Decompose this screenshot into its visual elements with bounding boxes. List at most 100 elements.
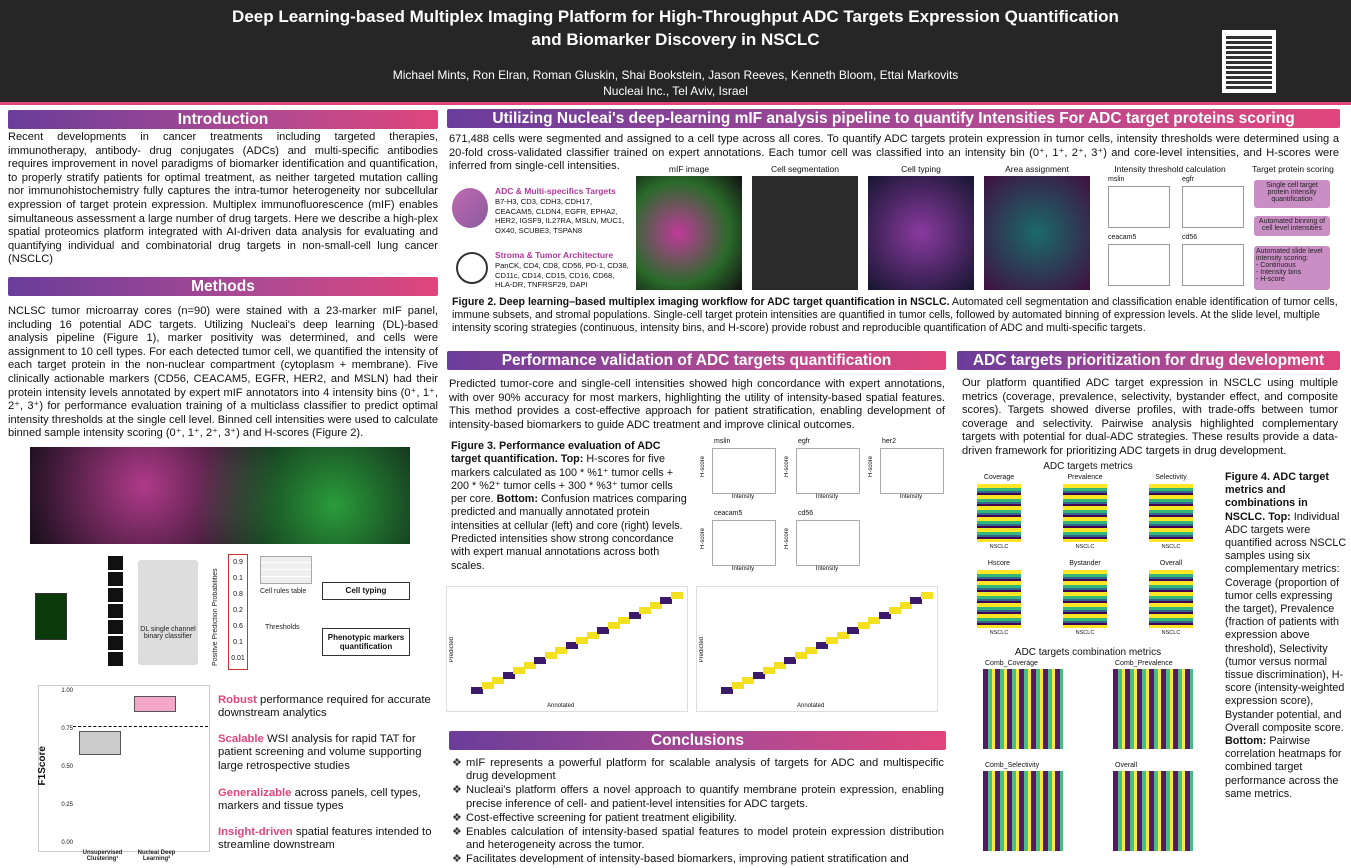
plot	[1108, 244, 1170, 286]
axis-label: H-score	[700, 528, 706, 550]
axis-label: Intensity	[731, 494, 755, 500]
bullet: Insight-driven spatial features intended…	[218, 826, 433, 853]
metric-x: NSCLC	[989, 630, 1009, 636]
box-dl	[134, 696, 176, 712]
stroma-title: Stroma & Tumor Architecture	[495, 250, 614, 260]
bullet-text: performance required for accurate downst…	[218, 694, 431, 720]
rules-table	[260, 556, 312, 584]
cell	[826, 637, 838, 644]
tumor-icon	[456, 252, 488, 284]
confusion-matrix: Annotated Predicted	[696, 586, 938, 712]
cell	[513, 667, 525, 674]
bullet-lead: Insight-driven	[218, 825, 293, 838]
plot-title: mslin	[714, 438, 731, 445]
section-heading: ADC targets prioritization for drug deve…	[957, 351, 1340, 370]
cell	[847, 627, 859, 634]
metric-title: Selectivity	[1155, 474, 1187, 481]
figure1-diagram: DL single channel binary classifier Posi…	[30, 548, 410, 670]
caption-text: Automated cell segmentation and classifi…	[452, 296, 1338, 334]
y-tick-label: 0.00	[61, 840, 73, 846]
heatmap	[1149, 570, 1193, 628]
cell	[607, 622, 620, 629]
confusion-matrices: Annotated Predicted Annotated Predicted	[446, 586, 946, 721]
section-heading: Utilizing Nucleai's deep-learning mIF an…	[447, 109, 1340, 128]
section-heading: Methods	[8, 277, 438, 296]
cell	[889, 607, 901, 614]
y-tick-label: 0.25	[61, 802, 73, 808]
prioritization-text: Our platform quantified ADC target expre…	[962, 377, 1338, 457]
scoring-box: Automated binning of cell level intensit…	[1254, 216, 1330, 236]
plot-title: ceacam5	[714, 510, 743, 517]
caption-bold: Bottom:	[1225, 735, 1267, 748]
box-unsupervised	[79, 731, 121, 755]
metric-title: Prevalence	[1067, 474, 1103, 481]
caption-bold: Figure 3. Performance evaluation of ADC …	[451, 440, 661, 466]
caption-text: Individual ADC targets were quantified a…	[1225, 510, 1347, 734]
metric-x: NSCLC	[989, 544, 1009, 550]
metric-x: NSCLC	[1075, 544, 1095, 550]
boxplot: F1Score 1.00 0.75 0.50 0.25 0.00 Unsupervise…	[37, 685, 210, 862]
heatmap	[983, 669, 1063, 749]
conclusion: Facilitates development of intensity-bas…	[452, 853, 944, 866]
bullet-text: WSI analysis for rapid TAT for patient s…	[218, 732, 422, 772]
plot-title: cd56	[798, 510, 814, 517]
plot-title: her2	[882, 438, 897, 445]
plot	[712, 448, 776, 494]
cell	[805, 647, 817, 654]
cell	[742, 677, 754, 684]
plot	[880, 448, 944, 494]
metric-title: Bystander	[1069, 560, 1101, 567]
cell	[502, 672, 515, 679]
adc-title: ADC & Multi-specifics Targets	[495, 186, 616, 196]
heatmap	[977, 484, 1021, 542]
y-tick-label: 0.50	[61, 764, 73, 770]
adc-list: B7-H3, CD3, CDH3, CDH17, CEACAM5, CLDN4,…	[495, 197, 625, 235]
title: Deep Learning-based Multiplex Imaging Pl…	[232, 7, 1119, 26]
combo-title: Comb_Coverage	[985, 660, 1038, 667]
axis-label: Predicted	[699, 637, 705, 663]
metric-x: NSCLC	[1075, 630, 1095, 636]
cell	[731, 682, 744, 689]
methods-text: NCLSC tumor microarray cores (n=90) were…	[8, 305, 438, 440]
x-label: Unsupervised Clustering¹	[82, 850, 123, 862]
axis-label: Intensity	[899, 494, 923, 500]
section-heading: Conclusions	[449, 731, 946, 750]
header: Deep Learning-based Multiplex Imaging Pl…	[0, 0, 1351, 105]
combo-grid: Comb_Coverage Comb_Prevalence Comb_Selecti…	[957, 660, 1219, 860]
probability: 0.2	[233, 607, 243, 614]
cell	[471, 687, 483, 694]
stroma-list: PanCK, CD4, CD8, CD56, PD-1, CD38, CD11c…	[495, 261, 629, 289]
qr-code	[1222, 30, 1276, 93]
combo-title: Comb_Prevalence	[1115, 660, 1173, 667]
caption-text: Pairwise correlation heatmaps for combin…	[1225, 735, 1342, 800]
bullets: Robust performance required for accurate…	[218, 694, 433, 865]
step-image	[868, 176, 974, 290]
metrics-grid: Coverage NSCLC Prevalence NSCLC Selectivity N…	[957, 474, 1219, 646]
plot-title: ceacam5	[1108, 234, 1137, 241]
axis-label: Intensity	[731, 566, 755, 572]
heatmap	[1063, 484, 1107, 542]
bullet-lead: Scalable	[218, 732, 264, 745]
plot-title: egfr	[798, 438, 811, 445]
cell	[670, 592, 683, 599]
confusion-matrix: Annotated Predicted	[446, 586, 688, 712]
cell	[586, 632, 599, 639]
caption-text: H-scores for five markers calculated as …	[451, 453, 674, 506]
image-stack	[35, 593, 67, 640]
affiliation: Nucleai Inc., Tel Aviv, Israel	[603, 84, 748, 98]
conclusion: Cost-effective screening for patient tre…	[452, 812, 944, 825]
marker-lists: ADC & Multi-specifics Targets B7-H3, CD3…	[452, 180, 632, 290]
cell	[481, 682, 494, 689]
pipeline-text: 671,488 cells were segmented and assigne…	[449, 133, 1339, 173]
axis-label: F1Score	[37, 746, 48, 786]
bullet-lead: Robust	[218, 694, 257, 706]
scoring-box: Single cell target protein intensity qua…	[1254, 180, 1330, 208]
cell	[721, 687, 733, 694]
caption-bold: Bottom:	[496, 493, 538, 506]
caption-bold: Figure 2. Deep learning–based multiplex …	[452, 296, 950, 308]
heatmap	[1149, 484, 1193, 542]
cell	[752, 672, 765, 679]
axis-label: Intensity	[815, 566, 839, 572]
combo-title: ADC targets combination metrics	[1014, 647, 1162, 658]
